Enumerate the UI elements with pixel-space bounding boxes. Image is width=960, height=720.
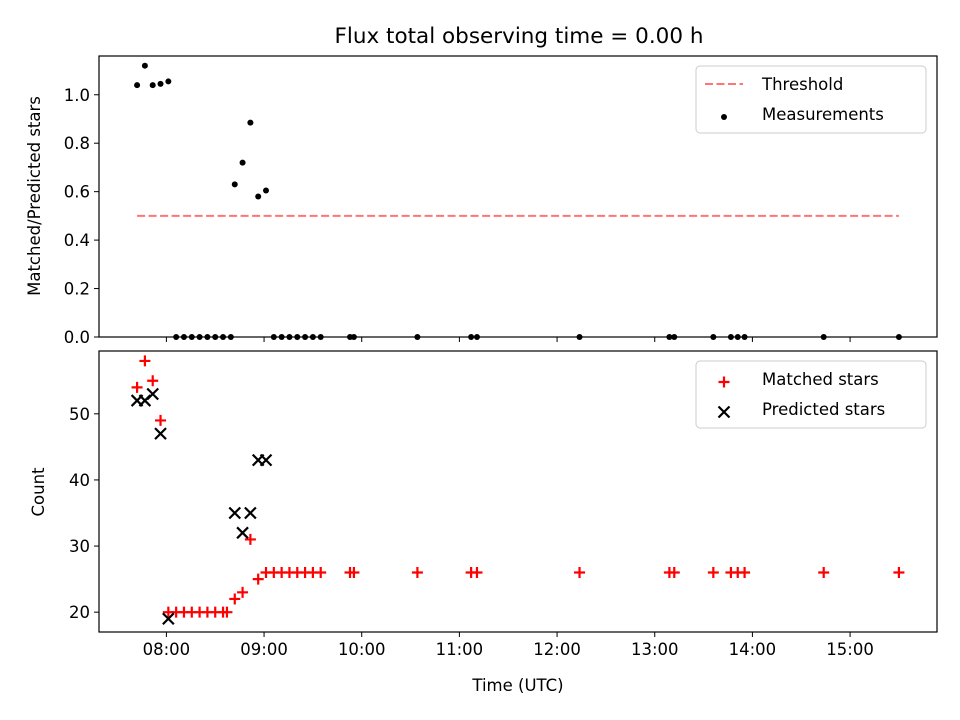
bottom-matched-point — [147, 375, 159, 387]
bottom-predicted-point — [154, 427, 167, 440]
top-legend-box — [695, 65, 927, 134]
bottom-y-tick-label: 30 — [69, 537, 90, 556]
bottom-y-tick-label: 50 — [69, 405, 90, 424]
top-y-tick-label: 1.0 — [64, 86, 90, 105]
bottom-x-tick-label: 13:00 — [631, 640, 679, 659]
top-axes: Matched/Predicted stars 0.0 0.2 0.4 0.6 0.8 1… — [25, 55, 938, 347]
legend-predicted-swatch — [717, 405, 731, 419]
bottom-matched-point — [707, 566, 719, 578]
top-y-tick-label: 0.6 — [64, 183, 90, 202]
bottom-x-tick-label: 12:00 — [533, 640, 581, 659]
legend-label: Measurements — [762, 105, 884, 124]
bottom-x-tick-label: 15:00 — [826, 640, 874, 659]
top-measurement-point — [231, 181, 238, 188]
bottom-matched-point — [244, 533, 256, 545]
chart-title: Flux total observing time = 0.00 h — [335, 24, 704, 49]
top-y-axis-label: Matched/Predicted stars — [25, 96, 44, 296]
top-legend: Threshold Measurements — [695, 65, 927, 134]
bottom-matched-point — [411, 566, 423, 578]
bottom-y-tick-label: 20 — [69, 603, 90, 622]
bottom-predicted-point — [259, 453, 273, 467]
bottom-x-tick-label: 09:00 — [240, 640, 288, 659]
bottom-matched-point — [893, 566, 905, 578]
legend-label: Threshold — [761, 75, 843, 94]
top-measurement-point — [165, 78, 172, 85]
top-measurement-point — [263, 187, 270, 194]
bottom-predicted-point — [162, 612, 175, 626]
top-y-tick-label: 0.0 — [64, 328, 90, 347]
bottom-matched-point — [237, 586, 249, 598]
bottom-legend-box — [695, 360, 927, 429]
bottom-axes-frame — [98, 350, 938, 633]
top-y-tick-label: 0.8 — [64, 134, 90, 153]
bottom-matched-point — [131, 381, 143, 393]
bottom-matched-point — [739, 566, 751, 578]
bottom-y-tick-label: 40 — [69, 471, 90, 490]
top-axes-frame — [98, 55, 938, 338]
top-measurement-point — [141, 62, 148, 69]
bottom-matched-point — [348, 566, 360, 578]
top-measurement-point — [239, 159, 246, 166]
legend-measurement-swatch — [721, 114, 727, 120]
legend-label: Matched stars — [762, 370, 879, 389]
bottom-matched-point — [139, 355, 151, 367]
bottom-matched-point — [229, 593, 241, 605]
bottom-matched-point — [221, 606, 233, 618]
top-y-tick-label: 0.4 — [64, 231, 90, 250]
top-measurement-point — [149, 82, 156, 89]
top-measurement-point — [134, 82, 141, 89]
bottom-x-tick-label: 10:00 — [338, 640, 386, 659]
bottom-matched-point — [668, 566, 680, 578]
bottom-matched-point — [252, 573, 264, 585]
bottom-x-tick-label: 14:00 — [729, 640, 777, 659]
top-measurement-point — [247, 119, 254, 126]
bottom-matched-point — [471, 566, 483, 578]
bottom-axes: Count Time (UTC) 08:00 09:00 10:00 11:00 12:… — [29, 350, 938, 695]
legend-matched-swatch — [718, 376, 730, 388]
bottom-matched-point — [315, 566, 327, 578]
bottom-x-tick-label: 11:00 — [436, 640, 484, 659]
bottom-matched-point — [574, 566, 586, 578]
legend-label: Predicted stars — [762, 400, 885, 419]
top-measurement-point — [157, 80, 164, 87]
top-measurement-point — [255, 193, 262, 200]
bottom-x-tick-label: 08:00 — [143, 640, 191, 659]
bottom-x-axis-label: Time (UTC) — [471, 676, 563, 695]
bottom-matched-point — [818, 566, 830, 578]
bottom-predicted-point — [244, 506, 257, 520]
bottom-predicted-point — [228, 506, 242, 520]
bottom-y-axis-label: Count — [29, 467, 48, 517]
top-y-tick-label: 0.2 — [64, 280, 90, 299]
bottom-matched-point — [155, 414, 167, 426]
bottom-predicted-point — [146, 387, 159, 401]
bottom-predicted-point — [236, 526, 249, 540]
bottom-legend: Matched stars Predicted stars — [695, 360, 927, 429]
